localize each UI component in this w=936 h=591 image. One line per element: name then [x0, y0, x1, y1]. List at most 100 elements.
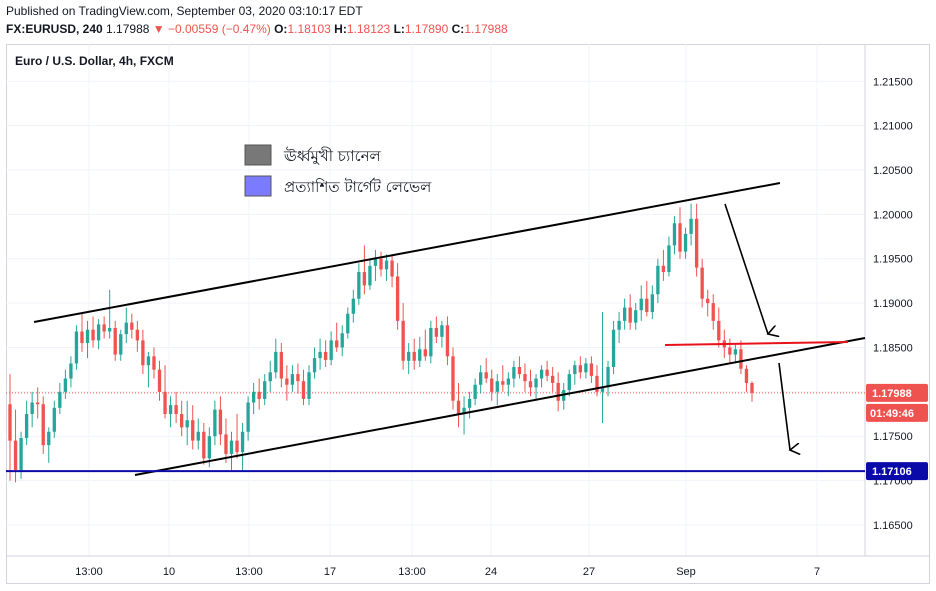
candle-body — [318, 351, 322, 359]
price-tick-label: 1.16500 — [873, 520, 913, 532]
candle-body — [706, 298, 710, 304]
candle-body — [13, 440, 18, 470]
candle-body — [52, 407, 56, 432]
candle-body — [728, 347, 732, 355]
candle-body — [584, 363, 588, 373]
candle-body — [174, 405, 178, 415]
candle-body — [683, 233, 688, 252]
legend-swatch-target — [244, 175, 272, 197]
candle-body — [290, 374, 295, 385]
low-value: 1.17890 — [404, 22, 449, 36]
candle-body — [573, 365, 577, 375]
candle-body — [661, 265, 666, 273]
candle-body — [279, 351, 283, 379]
candle-body — [63, 378, 68, 392]
time-axis[interactable]: 13:00 10 13:00 17 13:00 24 27 Sep 7 — [75, 566, 820, 578]
candle-body — [395, 276, 400, 321]
candle-body — [407, 351, 411, 361]
target-tag — [866, 462, 928, 481]
candle-body — [19, 437, 23, 470]
candle-body — [30, 402, 34, 415]
candle-body — [634, 310, 638, 323]
candle-body — [645, 298, 649, 312]
candle-body — [678, 223, 682, 252]
candle-body — [346, 313, 350, 334]
chart-frame[interactable] — [6, 44, 930, 584]
candle-body — [628, 307, 632, 323]
candle-body — [8, 404, 12, 441]
candle-body — [379, 258, 383, 270]
candle-body — [495, 381, 499, 392]
candle-body — [545, 369, 549, 376]
candle-body — [85, 329, 90, 344]
candle-body — [434, 327, 439, 337]
candle-body — [617, 320, 621, 330]
candle-body — [384, 260, 389, 270]
candle-body — [528, 381, 533, 388]
candle-body — [600, 387, 605, 392]
candle-body — [401, 320, 405, 361]
candle-body — [606, 366, 610, 388]
candle-body — [91, 329, 95, 341]
published-caption: Published on TradingView.com, September … — [6, 4, 363, 18]
symbol-label: FX:EURUSD, 240 — [6, 22, 103, 36]
candle-body — [750, 382, 754, 393]
candle-body — [512, 366, 516, 379]
candle-body — [622, 307, 627, 321]
candle-body — [578, 365, 583, 373]
down-arrow-2[interactable] — [778, 362, 790, 450]
resistance-line[interactable] — [664, 341, 849, 346]
down-arrow-1[interactable] — [724, 203, 768, 334]
candle-body — [595, 375, 599, 392]
candle-body — [368, 265, 372, 286]
candle-body — [168, 405, 173, 415]
candle-body — [717, 320, 721, 341]
time-tick-label: 13:00 — [235, 566, 263, 578]
candle-body — [108, 327, 112, 332]
candle-body — [41, 404, 45, 446]
candle-body — [490, 378, 494, 392]
candle-body — [152, 356, 156, 370]
candle-body — [240, 431, 245, 453]
channel-lower-line[interactable] — [134, 337, 866, 476]
close-label: C: — [451, 22, 465, 36]
candle-body — [589, 363, 594, 376]
channel-upper-line[interactable] — [33, 182, 781, 323]
open-label: O: — [274, 22, 288, 36]
candle-body — [124, 322, 128, 335]
legend: ঊর্ধ্বমুখী চ্যানেল প্রত্যাশিত টার্গেট লে… — [244, 144, 432, 197]
candle-body — [179, 414, 184, 428]
candle-body — [689, 218, 693, 234]
candle-body — [517, 366, 522, 375]
candle-body — [263, 381, 267, 399]
candle-body — [672, 223, 677, 246]
candle-body — [733, 349, 738, 355]
candle-body — [296, 374, 300, 382]
candle-body — [24, 414, 29, 438]
candle-body — [185, 420, 189, 428]
candle-body — [650, 294, 654, 312]
candle-body — [484, 372, 488, 379]
candle-body — [556, 382, 560, 401]
candle-body — [141, 340, 145, 366]
candle-body — [119, 334, 123, 355]
candle-body — [357, 272, 361, 299]
candle-body — [207, 436, 212, 459]
candle-body — [130, 322, 134, 330]
candle-body — [418, 349, 422, 361]
candle-body — [47, 431, 51, 446]
candle-body — [429, 327, 433, 357]
candle-body — [80, 331, 84, 344]
candle-body — [69, 363, 73, 379]
candle-body — [550, 375, 555, 383]
candle-body — [462, 407, 466, 415]
last-price: 1.17988 — [106, 22, 150, 36]
candle-body — [456, 400, 461, 415]
candle-body — [711, 303, 715, 321]
candle-body — [694, 218, 699, 268]
candle-body — [274, 351, 278, 373]
candle-body — [423, 349, 427, 357]
price-axis[interactable]: 1.21500 1.21000 1.20500 1.20000 1.19500 1.190… — [873, 76, 913, 532]
candle-body — [301, 381, 306, 399]
